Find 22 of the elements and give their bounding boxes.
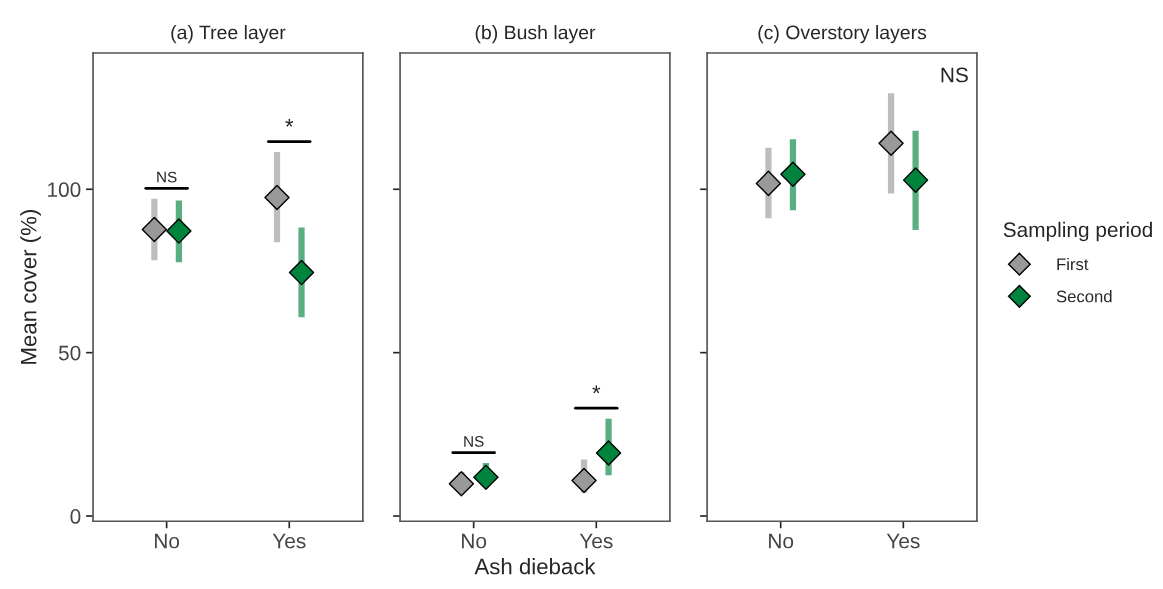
y-tick-label: 50	[58, 345, 81, 361]
y-tick-label: 0	[70, 509, 81, 524]
chart-title: (c) Overstory layers	[758, 25, 927, 44]
annotation: NS	[464, 436, 484, 447]
x-tick-label: No	[155, 533, 180, 549]
x-axis-title: Ash dieback	[474, 558, 596, 575]
y-tick-label: 100	[48, 182, 81, 198]
x-tick-label: Yes	[886, 533, 920, 549]
legend-label: Second	[1056, 290, 1112, 303]
chart-title: (a) Tree layer	[171, 25, 286, 44]
x-tick-label: No	[769, 533, 794, 549]
annotation: NS	[157, 171, 177, 183]
x-tick-label: No	[462, 533, 487, 549]
annotation: *	[285, 118, 294, 127]
annotation: NS	[941, 67, 968, 83]
x-tick-label: Yes	[272, 533, 306, 549]
legend-title: Sampling period	[1003, 221, 1152, 242]
chart-title: (b) Bush layer	[475, 25, 596, 44]
x-tick-label: Yes	[579, 533, 613, 549]
y-axis-title: Mean cover (%)	[20, 210, 41, 364]
legend-label: First	[1057, 257, 1089, 271]
annotation: *	[592, 385, 601, 394]
